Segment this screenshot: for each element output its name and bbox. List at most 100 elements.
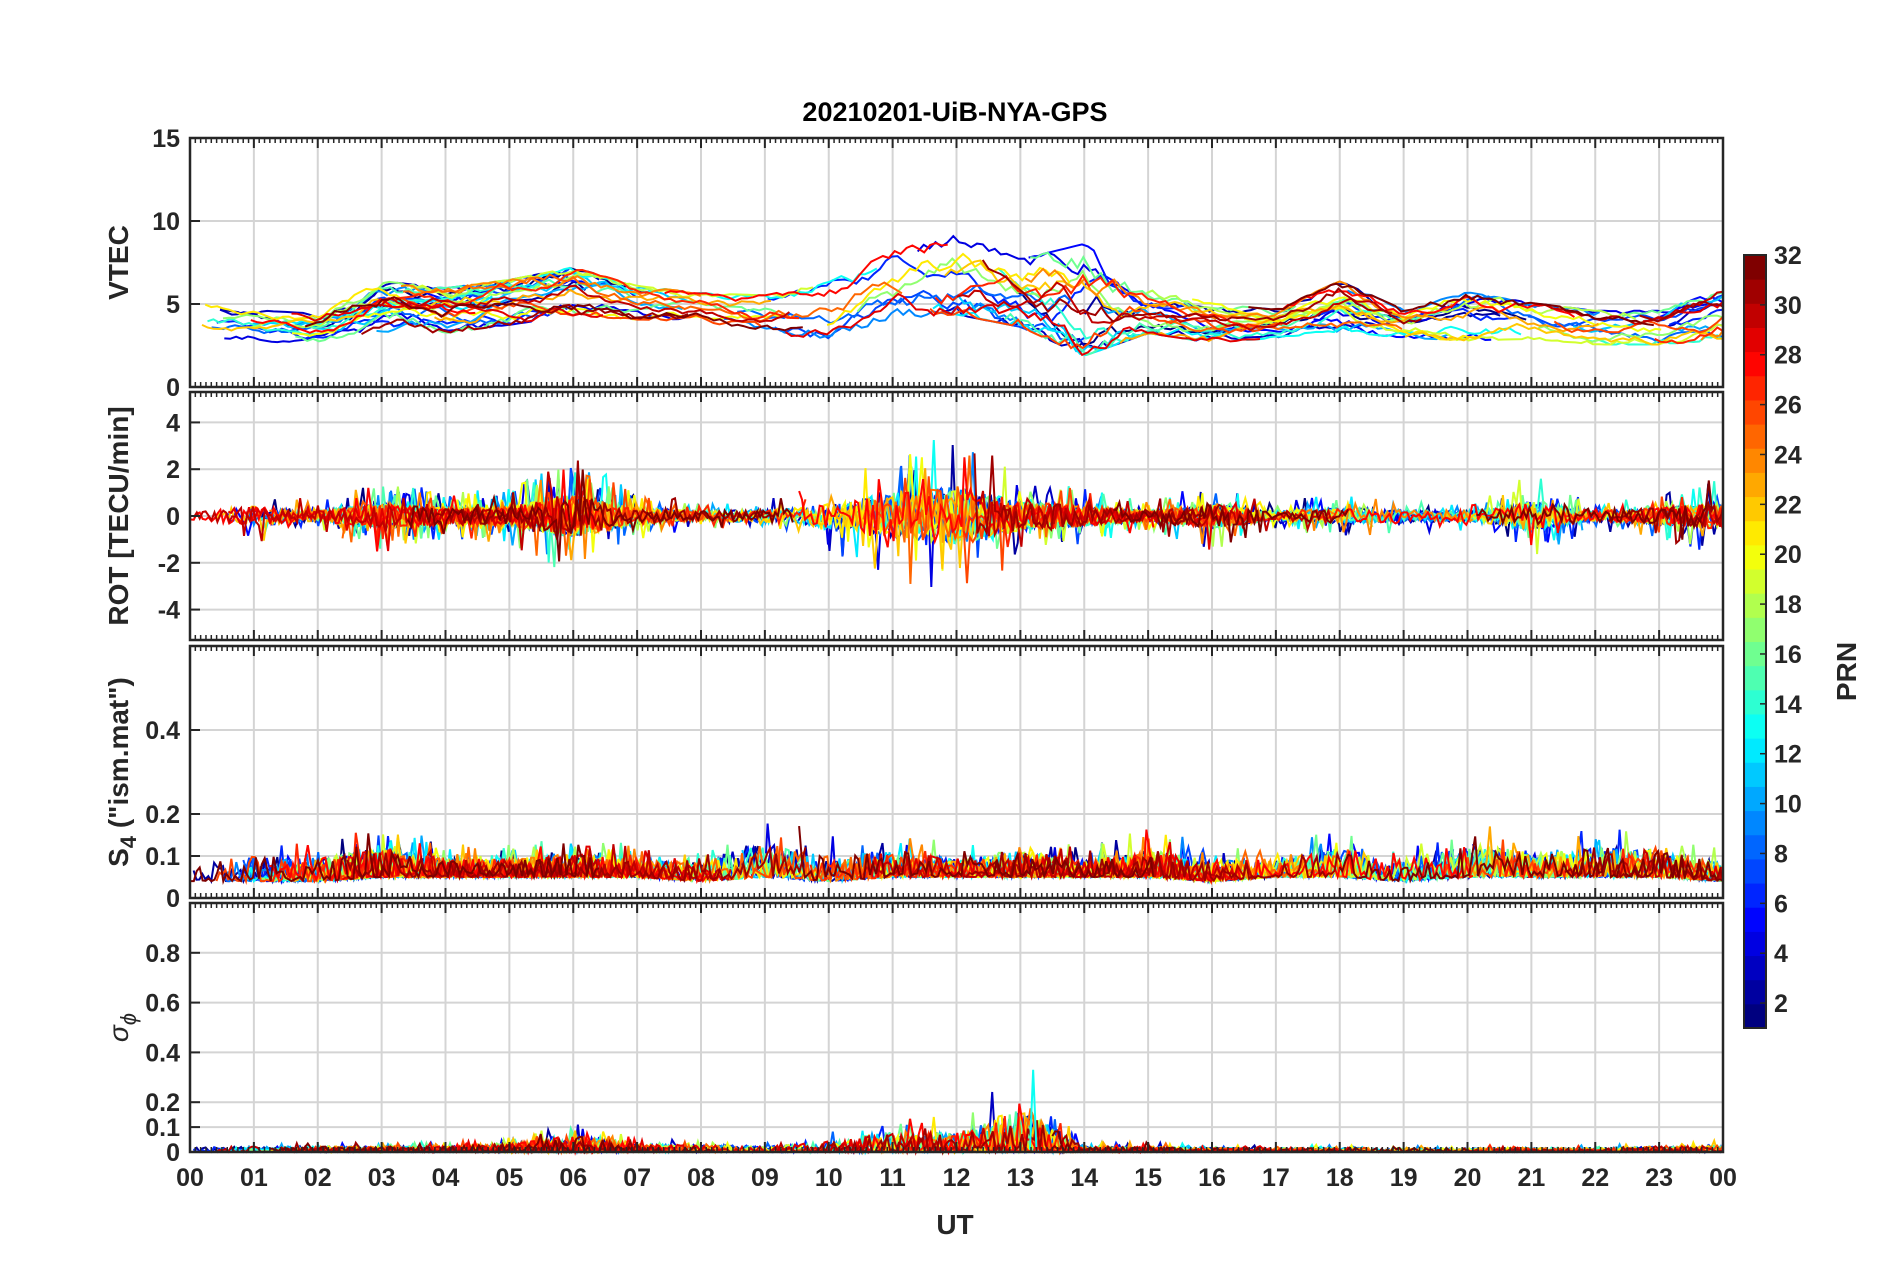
- x-tick-label: 05: [495, 1164, 523, 1192]
- x-tick-label: 01: [240, 1164, 268, 1192]
- x-tick-label: 22: [1581, 1164, 1609, 1192]
- colorbar-segment: [1744, 496, 1766, 522]
- y-axis-title-suffix: ("ism.mat"): [103, 677, 134, 836]
- x-tick-label: 00: [176, 1164, 204, 1192]
- y-tick-label: 15: [152, 125, 180, 153]
- y-tick-label: 4: [166, 409, 180, 437]
- series-line-prn-31: [981, 259, 1422, 325]
- colorbar-segment: [1744, 279, 1766, 304]
- series-line-prn-31: [1639, 300, 1724, 323]
- y-axis-title-vtec: VTEC: [103, 225, 134, 300]
- y-tick-label: 0: [166, 885, 180, 913]
- colorbar-segment: [1744, 931, 1766, 957]
- y-axis-title-main: σ: [103, 1024, 134, 1042]
- colorbar-segment: [1744, 810, 1766, 836]
- series-line-prn-6: [1668, 308, 1724, 326]
- colorbar-tick-label: 26: [1774, 392, 1802, 420]
- colorbar-segment: [1744, 883, 1766, 908]
- series-line-prn-30: [379, 284, 790, 323]
- y-axis-title-subscript: 4: [116, 835, 141, 848]
- colorbar-frame: [1743, 254, 1767, 1029]
- colorbar-tick-label: 2: [1774, 990, 1788, 1018]
- series-line-prn-22: [1404, 322, 1724, 346]
- colorbar-segment: [1744, 834, 1766, 860]
- colorbar-segment: [1744, 303, 1766, 328]
- colorbar-segment: [1744, 1003, 1766, 1029]
- colorbar-tick-label: 12: [1774, 741, 1802, 769]
- y-tick-label: 0: [166, 374, 180, 402]
- colorbar-tick-label: 14: [1774, 691, 1802, 719]
- colorbar-tick-label: 22: [1774, 491, 1802, 519]
- series-line-prn-11: [951, 294, 1159, 353]
- series-line-prn-32: [1338, 836, 1724, 884]
- y-tick-label: 0.2: [145, 801, 180, 829]
- series-line-prn-32: [1476, 480, 1713, 540]
- colorbar-segment: [1744, 424, 1766, 449]
- x-tick-label: 10: [815, 1164, 843, 1192]
- x-tick-label: 06: [559, 1164, 587, 1192]
- x-tick-label: 08: [687, 1164, 715, 1192]
- x-tick-label: 17: [1262, 1164, 1290, 1192]
- x-tick-label: 23: [1645, 1164, 1673, 1192]
- series-line-prn-26: [929, 305, 1283, 350]
- x-tick-label: 07: [623, 1164, 651, 1192]
- series-line-prn-29: [784, 292, 1261, 357]
- series-line-prn-27: [1654, 326, 1724, 345]
- x-tick-label: 04: [432, 1164, 460, 1192]
- colorbar-segment: [1744, 641, 1766, 667]
- y-axis-title-subscript: ϕ: [116, 1013, 141, 1025]
- series-line-prn-32: [304, 296, 803, 332]
- colorbar-segment: [1744, 858, 1766, 884]
- series-line-prn-25: [403, 273, 903, 323]
- series-line-prn-32: [1248, 282, 1654, 327]
- colorbar-segment: [1744, 593, 1766, 618]
- series-line-prn-14: [997, 267, 1411, 343]
- y-tick-label: -4: [158, 597, 180, 625]
- colorbar-segment: [1744, 375, 1766, 401]
- colorbar-tick-label: 28: [1774, 342, 1802, 370]
- y-tick-label: -2: [158, 550, 180, 578]
- series-line-prn-28: [664, 242, 948, 302]
- x-tick-label: 21: [1517, 1164, 1545, 1192]
- y-tick-label: 5: [166, 291, 180, 319]
- colorbar-segment: [1744, 351, 1766, 377]
- series-line-prn-30: [956, 281, 1393, 332]
- x-tick-label: 11: [879, 1164, 906, 1192]
- y-tick-label: 0.4: [145, 1039, 180, 1067]
- y-axis-title-sigma_phi: σϕ: [103, 1013, 141, 1042]
- panel-rot: -4 -2 0 2 4 ROT [TECU/min]: [103, 390, 1725, 642]
- colorbar-tick-label: 18: [1774, 591, 1802, 619]
- colorbar-segment: [1744, 617, 1766, 642]
- series-line-prn-27: [962, 493, 1342, 548]
- series-line-prn-21: [1235, 305, 1481, 341]
- colorbar-segment: [1744, 979, 1766, 1005]
- series-line-prn-32: [798, 826, 1155, 882]
- series-line-prn-31: [963, 850, 1342, 883]
- y-tick-label: 0.2: [145, 1089, 180, 1117]
- colorbar-segment: [1744, 399, 1766, 425]
- chart-title: 20210201-UiB-NYA-GPS: [802, 97, 1107, 127]
- series-line-prn-28: [1281, 289, 1575, 318]
- series-line-prn-30: [192, 471, 588, 551]
- x-tick-label: 12: [943, 1164, 971, 1192]
- panel-s4: 00.10.20.4S4 ("ism.mat"): [103, 644, 1725, 913]
- y-tick-label: 0.1: [145, 843, 180, 871]
- colorbar-segment: [1744, 689, 1766, 715]
- colorbar-tick-label: 20: [1774, 541, 1802, 569]
- colorbar-segment: [1744, 955, 1766, 981]
- y-tick-label: 0: [166, 1139, 180, 1167]
- y-tick-label: 0.6: [145, 990, 180, 1018]
- colorbar-tick-label: 10: [1774, 791, 1802, 819]
- x-tick-label: 15: [1134, 1164, 1162, 1192]
- colorbar-segment: [1744, 665, 1766, 691]
- panel-sigma_phi: 00.10.2 0.4 0.6 0.8 σϕ: [103, 901, 1725, 1167]
- series-line-prn-4: [916, 234, 1132, 294]
- y-axis-title-main: S: [103, 848, 134, 867]
- series-line-prn-31: [973, 453, 1226, 537]
- colorbar-segment: [1744, 544, 1766, 570]
- y-tick-label: 0: [166, 503, 180, 531]
- series-line-prn-31: [361, 303, 689, 335]
- y-tick-label: 0.8: [145, 940, 180, 968]
